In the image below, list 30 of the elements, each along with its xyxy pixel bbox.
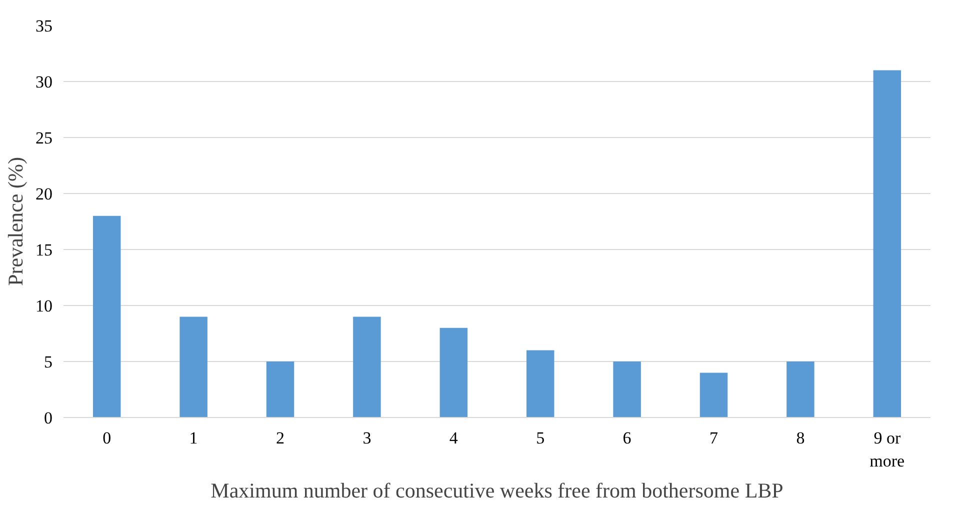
bar xyxy=(92,216,121,418)
x-tick-label: 3 xyxy=(362,428,372,448)
x-tick-label: 1 xyxy=(189,428,198,448)
bar xyxy=(700,372,728,418)
x-tick-label: 2 xyxy=(276,428,284,448)
bar xyxy=(353,316,381,418)
y-tick-label: 25 xyxy=(36,128,52,148)
y-tick-label: 15 xyxy=(36,240,52,260)
y-tick-label: 0 xyxy=(44,408,52,428)
x-tick-label: 6 xyxy=(622,428,632,448)
bar xyxy=(440,328,468,418)
x-tick-label: 4 xyxy=(449,428,458,448)
x-tick-label: 5 xyxy=(536,428,545,448)
bar xyxy=(786,362,814,418)
y-axis-title: Prevalence (%) xyxy=(4,157,28,286)
x-tick-label: 9 or more xyxy=(870,428,905,470)
x-tick-label: 0 xyxy=(102,428,112,448)
bar xyxy=(873,70,902,418)
x-tick-label: 8 xyxy=(796,428,805,448)
x-axis-title: Maximum number of consecutive weeks free from bothersome LBP xyxy=(210,478,784,502)
y-tick-label: 5 xyxy=(44,352,52,372)
y-tick-label: 20 xyxy=(36,184,52,204)
x-tick-label: 7 xyxy=(710,428,718,448)
y-tick-label: 30 xyxy=(36,72,52,92)
bar xyxy=(613,362,641,418)
bar xyxy=(180,316,208,418)
bar xyxy=(526,350,554,418)
y-tick-label: 35 xyxy=(36,16,52,36)
bar xyxy=(266,362,294,418)
y-tick-label: 10 xyxy=(36,296,52,316)
